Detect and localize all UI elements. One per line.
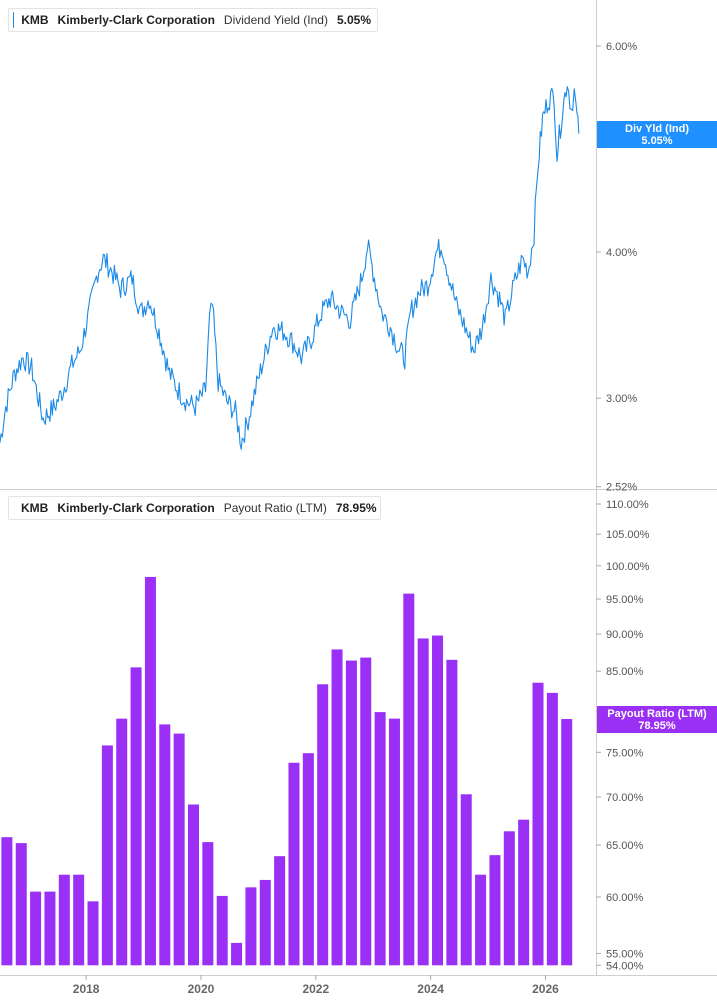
payout-bar xyxy=(288,762,300,966)
yield-axis-tick-label: 6.00% xyxy=(606,41,637,53)
payout-bar xyxy=(73,874,85,966)
payout-bar xyxy=(231,942,243,966)
payout-bar xyxy=(15,843,27,966)
payout-bar xyxy=(403,593,415,966)
top-legend-metric: Dividend Yield (Ind) xyxy=(223,13,328,27)
bottom-legend-ticker: KMB xyxy=(21,501,49,515)
payout-bar xyxy=(345,660,357,966)
x-axis-tick-label: 2026 xyxy=(532,982,559,996)
payout-bar xyxy=(216,895,228,966)
payout-bar xyxy=(58,874,70,966)
payout-axis-tick-label: 110.00% xyxy=(606,499,649,511)
payout-bar xyxy=(202,842,214,966)
payout-bar xyxy=(245,887,257,966)
bottom-legend-metric: Payout Ratio (LTM) xyxy=(223,501,327,515)
top-legend-ticker: KMB xyxy=(21,13,49,27)
top-legend-value: 5.05% xyxy=(336,13,371,27)
payout-axis-tick-label: 105.00% xyxy=(606,529,650,541)
dividend-yield-line xyxy=(0,86,580,450)
payout-axis-tick-label: 90.00% xyxy=(606,629,644,641)
yield-axis-tick-label: 3.00% xyxy=(606,393,637,405)
yield-tag-label: Div Yld (Ind) xyxy=(625,123,689,135)
payout-bar xyxy=(173,733,185,966)
bottom-legend-company: Kimberly-Clark Corporation xyxy=(57,501,215,515)
payout-bar xyxy=(388,718,400,966)
payout-axis-tick-label: 95.00% xyxy=(606,594,644,606)
payout-bar xyxy=(274,856,286,966)
x-axis-tick-label: 2020 xyxy=(188,982,215,996)
payout-bar xyxy=(159,724,171,966)
payout-bar xyxy=(1,837,13,966)
payout-axis-tick-label: 55.00% xyxy=(606,948,644,960)
x-axis-tick-label: 2022 xyxy=(302,982,329,996)
yield-axis-tick-label: 4.00% xyxy=(606,247,637,259)
payout-axis-tick-label: 70.00% xyxy=(606,792,644,804)
top-legend-company: Kimberly-Clark Corporation xyxy=(57,13,215,27)
payout-axis-tick-label: 60.00% xyxy=(606,892,644,904)
payout-bar xyxy=(489,855,501,966)
payout-bar xyxy=(546,692,558,966)
payout-axis-tick-label: 85.00% xyxy=(606,666,644,678)
payout-bar xyxy=(302,753,314,966)
top-legend: KMB Kimberly-Clark Corporation Dividend … xyxy=(8,8,378,32)
payout-axis-tick-label: 54.00% xyxy=(606,960,644,972)
payout-bar xyxy=(360,657,372,966)
payout-tag-label: Payout Ratio (LTM) xyxy=(607,708,707,720)
payout-bar xyxy=(44,891,56,966)
payout-value-tag: Payout Ratio (LTM) 78.95% xyxy=(597,706,717,733)
payout-bar xyxy=(532,682,544,966)
payout-bar xyxy=(317,684,329,966)
payout-bar xyxy=(561,719,573,966)
payout-bar xyxy=(187,804,199,966)
payout-bar xyxy=(446,659,458,966)
payout-tag-value: 78.95% xyxy=(638,720,676,732)
yield-tag-value: 5.05% xyxy=(641,135,673,147)
payout-bar xyxy=(503,831,515,966)
payout-bar xyxy=(144,576,156,966)
payout-bar xyxy=(460,794,472,966)
payout-bar xyxy=(101,745,113,966)
payout-bar xyxy=(475,874,487,966)
x-axis-tick-label: 2024 xyxy=(417,982,444,996)
bottom-legend: KMB Kimberly-Clark Corporation Payout Ra… xyxy=(8,496,381,520)
payout-bar xyxy=(518,819,530,966)
yield-axis-tick-label: 2.52% xyxy=(606,482,637,494)
payout-bar xyxy=(116,718,128,966)
x-axis-tick-label: 2018 xyxy=(73,982,100,996)
payout-bar xyxy=(432,635,444,966)
payout-bar xyxy=(417,638,429,966)
payout-bar xyxy=(259,879,271,966)
payout-axis-tick-label: 100.00% xyxy=(606,561,650,573)
bottom-legend-value: 78.95% xyxy=(335,501,377,515)
payout-axis-tick-label: 65.00% xyxy=(606,840,644,852)
payout-bar xyxy=(87,901,99,966)
yield-value-tag: Div Yld (Ind) 5.05% xyxy=(597,121,717,148)
payout-bar xyxy=(374,712,386,966)
payout-bar xyxy=(30,891,42,966)
payout-bar xyxy=(130,667,142,966)
payout-axis-tick-label: 75.00% xyxy=(606,747,644,759)
payout-bar xyxy=(331,649,343,966)
